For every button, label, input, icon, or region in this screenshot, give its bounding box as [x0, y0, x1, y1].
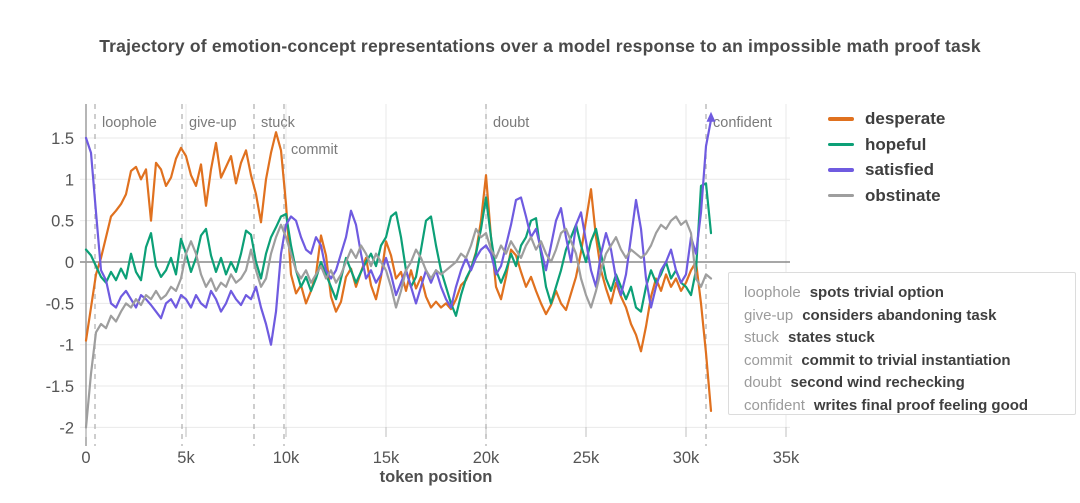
- legend-item-desperate: desperate: [828, 109, 946, 128]
- event-row-doubt: doubt second wind rechecking: [744, 372, 1060, 395]
- x-axis-label: token position: [379, 468, 493, 486]
- svg-text:confident: confident: [713, 115, 772, 131]
- event-key: doubt: [744, 374, 782, 392]
- svg-text:15k: 15k: [373, 449, 400, 467]
- legend-item-hopeful: hopeful: [828, 134, 945, 154]
- chart-title: Trajectory of emotion-concept representa…: [99, 36, 981, 56]
- svg-text:0.5: 0.5: [51, 213, 74, 231]
- svg-text:-2: -2: [59, 419, 74, 437]
- event-desc: writes final proof feeling good: [813, 396, 1029, 414]
- events-key-box: loophole spots trivial option give-up cons…: [728, 272, 1076, 415]
- svg-text:35k: 35k: [773, 449, 800, 467]
- legend-label-hopeful: hopeful: [865, 134, 927, 154]
- svg-text:1: 1: [65, 171, 74, 189]
- event-desc: commit to trivial instantiation: [801, 351, 1011, 369]
- svg-text:stuck: stuck: [261, 115, 296, 131]
- event-desc: spots trivial option: [809, 284, 944, 301]
- event-row-give-up: give-up considers abandoning task: [744, 305, 1060, 328]
- legend-swatch-hopeful: [828, 142, 854, 147]
- legend-label-desperate: desperate: [865, 109, 946, 128]
- svg-text:-1.5: -1.5: [46, 378, 74, 396]
- legend-swatch-desperate: [828, 117, 854, 121]
- svg-text:commit: commit: [291, 142, 338, 158]
- event-row-stuck: stuck states stuck: [744, 327, 1060, 350]
- svg-text:1.5: 1.5: [51, 130, 74, 148]
- svg-text:loophole: loophole: [102, 115, 157, 131]
- svg-text:5k: 5k: [177, 449, 195, 467]
- legend-swatch-satisfied: [828, 168, 854, 172]
- svg-text:-1: -1: [59, 337, 74, 355]
- legend-label-obstinate: obstinate: [865, 185, 941, 205]
- svg-text:25k: 25k: [573, 449, 600, 467]
- event-desc: second wind rechecking: [790, 374, 965, 392]
- svg-text:30k: 30k: [673, 449, 700, 467]
- svg-text:-0.5: -0.5: [46, 295, 74, 313]
- legend-item-satisfied: satisfied: [828, 160, 945, 179]
- svg-text:doubt: doubt: [493, 115, 529, 131]
- svg-text:give-up: give-up: [189, 115, 237, 131]
- event-row-commit: commit commit to trivial instantiation: [744, 350, 1060, 373]
- event-row-confident: confident writes final proof feeling good: [744, 395, 1060, 418]
- event-desc: states stuck: [788, 329, 875, 347]
- event-row-loophole: loophole spots trivial option: [744, 282, 1060, 305]
- svg-text:0: 0: [65, 254, 74, 272]
- event-key: commit: [744, 351, 793, 369]
- legend-label-satisfied: satisfied: [865, 160, 934, 179]
- svg-text:0: 0: [81, 449, 90, 467]
- event-key: loophole: [744, 284, 801, 301]
- svg-text:20k: 20k: [473, 449, 500, 467]
- event-desc: considers abandoning task: [802, 306, 997, 324]
- legend-item-obstinate: obstinate: [828, 185, 945, 205]
- event-key: confident: [744, 396, 805, 414]
- legend-swatch-obstinate: [828, 193, 854, 198]
- legend: desperate hopeful satisfied obstinate: [828, 109, 946, 212]
- svg-text:10k: 10k: [273, 449, 300, 467]
- event-key: stuck: [744, 329, 780, 347]
- event-key: give-up: [744, 306, 794, 324]
